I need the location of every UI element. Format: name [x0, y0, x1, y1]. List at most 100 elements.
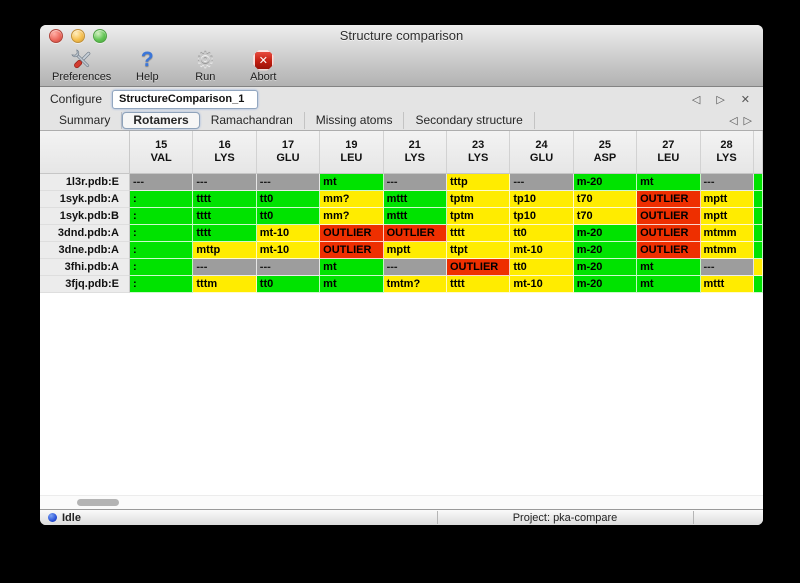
- row-label[interactable]: 1l3r.pdb:E: [40, 174, 130, 191]
- rotamer-cell[interactable]: tttt: [193, 225, 257, 242]
- rotamer-cell[interactable]: tt0: [256, 208, 321, 225]
- rotamer-cell[interactable]: tttp: [446, 174, 511, 191]
- rotamer-cell[interactable]: tptm: [446, 191, 511, 208]
- rotamer-cell[interactable]: mt-10: [510, 242, 574, 259]
- rotamer-cell[interactable]: m-20: [573, 276, 638, 293]
- rotamer-cell[interactable]: m-20: [573, 225, 638, 242]
- rotamer-cell[interactable]: mttt: [383, 191, 447, 208]
- rotamer-cell[interactable]: ---: [510, 174, 574, 191]
- rotamer-cell[interactable]: mttt: [383, 208, 447, 225]
- column-header-25[interactable]: 25 ASP: [573, 131, 638, 174]
- rotamer-cell[interactable]: mt-10: [256, 225, 321, 242]
- tab-secondary-structure[interactable]: Secondary structure: [404, 112, 535, 129]
- rotamer-cell-clipped[interactable]: [753, 242, 763, 259]
- rotamer-cell[interactable]: mt-10: [256, 242, 321, 259]
- run-button[interactable]: ⚙ Run: [183, 48, 227, 83]
- rotamer-cell[interactable]: ---: [383, 259, 447, 276]
- rotamer-cell[interactable]: mtmm: [700, 242, 754, 259]
- rotamer-cell[interactable]: ---: [700, 259, 754, 276]
- rotamer-cell[interactable]: ---: [700, 174, 754, 191]
- rotamer-cell[interactable]: tp10: [510, 191, 574, 208]
- rotamer-cell[interactable]: OUTLIER: [637, 225, 701, 242]
- rotamer-cell[interactable]: tt0: [256, 276, 321, 293]
- rotamer-cell[interactable]: tttm: [193, 276, 257, 293]
- rotamer-cell[interactable]: mt: [637, 259, 701, 276]
- column-header-16[interactable]: 16 LYS: [193, 131, 257, 174]
- rotamer-cell[interactable]: OUTLIER: [637, 242, 701, 259]
- rotamer-cell[interactable]: :: [130, 276, 194, 293]
- rotamer-cell[interactable]: OUTLIER: [637, 191, 701, 208]
- preferences-button[interactable]: Preferences: [52, 48, 111, 83]
- column-header-19[interactable]: 19 LEU: [320, 131, 384, 174]
- rotamer-cell[interactable]: tt0: [510, 259, 574, 276]
- rotamer-cell[interactable]: m-20: [573, 174, 638, 191]
- column-header-15[interactable]: 15 VAL: [130, 131, 194, 174]
- column-header-27[interactable]: 27 LEU: [637, 131, 701, 174]
- tab-ramachandran[interactable]: Ramachandran: [200, 112, 305, 129]
- rotamer-cell[interactable]: mptt: [700, 208, 754, 225]
- column-header-24[interactable]: 24 GLU: [510, 131, 574, 174]
- rotamer-cell-clipped[interactable]: [753, 276, 763, 293]
- row-label[interactable]: 3fhi.pdb:A: [40, 259, 130, 276]
- row-label[interactable]: 1syk.pdb:B: [40, 208, 130, 225]
- rotamer-cell[interactable]: :: [130, 225, 194, 242]
- rotamer-cell[interactable]: mt: [637, 174, 701, 191]
- abort-button[interactable]: ✕ Abort: [241, 48, 285, 83]
- rotamer-cell[interactable]: tptm: [446, 208, 511, 225]
- rotamer-cell[interactable]: t70: [573, 191, 638, 208]
- rotamer-cell-clipped[interactable]: [753, 259, 763, 276]
- column-header-23[interactable]: 23 LYS: [446, 131, 511, 174]
- next-tab-icon[interactable]: ▷: [743, 114, 752, 127]
- h-scrollbar[interactable]: [40, 495, 763, 509]
- rotamer-cell-clipped[interactable]: [753, 208, 763, 225]
- rotamer-cell[interactable]: OUTLIER: [320, 225, 384, 242]
- rotamer-cell[interactable]: OUTLIER: [637, 208, 701, 225]
- rotamer-cell[interactable]: ---: [193, 259, 257, 276]
- configure-name-input[interactable]: [112, 89, 259, 109]
- rotamer-cell[interactable]: m-20: [573, 259, 638, 276]
- rotamer-cell[interactable]: mttp: [193, 242, 257, 259]
- rotamer-cell[interactable]: tttt: [193, 191, 257, 208]
- row-label[interactable]: 1syk.pdb:A: [40, 191, 130, 208]
- rotamer-cell[interactable]: mt: [320, 174, 384, 191]
- prev-tab-icon[interactable]: ◁: [729, 114, 738, 127]
- rotamer-cell[interactable]: mt: [320, 276, 384, 293]
- rotamer-cell[interactable]: ---: [256, 174, 321, 191]
- rotamer-cell-clipped[interactable]: [753, 191, 763, 208]
- rotamer-cell[interactable]: mttt: [700, 276, 754, 293]
- tab-missing-atoms[interactable]: Missing atoms: [305, 112, 405, 129]
- column-header-28[interactable]: 28 LYS: [700, 131, 754, 174]
- row-label[interactable]: 3dne.pdb:A: [40, 242, 130, 259]
- rotamer-cell[interactable]: ---: [383, 174, 447, 191]
- rotamer-cell[interactable]: ---: [130, 174, 194, 191]
- next-config-icon[interactable]: ▷: [716, 92, 725, 106]
- rotamer-cell[interactable]: OUTLIER: [320, 242, 384, 259]
- help-button[interactable]: ? Help: [125, 48, 169, 84]
- h-scrollbar-thumb[interactable]: [77, 499, 119, 506]
- rotamer-cell[interactable]: tttt: [193, 208, 257, 225]
- rotamer-cell-clipped[interactable]: [753, 174, 763, 191]
- close-config-icon[interactable]: ✕: [740, 92, 750, 106]
- close-window-button[interactable]: [49, 28, 63, 43]
- row-label[interactable]: 3fjq.pdb:E: [40, 276, 130, 293]
- rotamer-cell[interactable]: :: [130, 191, 194, 208]
- rotamer-cell[interactable]: mtmm: [700, 225, 754, 242]
- prev-config-icon[interactable]: ◁: [691, 92, 701, 106]
- rotamer-cell[interactable]: :: [130, 259, 194, 276]
- rotamer-cell[interactable]: ---: [193, 174, 257, 191]
- rotamer-cell[interactable]: mm?: [320, 208, 384, 225]
- rotamer-cell[interactable]: tt0: [256, 191, 321, 208]
- row-label[interactable]: 3dnd.pdb:A: [40, 225, 130, 242]
- rotamer-cell[interactable]: OUTLIER: [446, 259, 511, 276]
- rotamer-cell[interactable]: ttpt: [446, 242, 511, 259]
- rotamer-cell-clipped[interactable]: [753, 225, 763, 242]
- rotamer-cell[interactable]: tp10: [510, 208, 574, 225]
- zoom-window-button[interactable]: [93, 28, 107, 43]
- rotamer-cell[interactable]: mptt: [700, 191, 754, 208]
- rotamer-cell[interactable]: t70: [573, 208, 638, 225]
- tab-summary[interactable]: Summary: [48, 112, 123, 129]
- rotamer-cell[interactable]: mt-10: [510, 276, 574, 293]
- rotamer-cell[interactable]: tttt: [446, 276, 511, 293]
- column-header-17[interactable]: 17 GLU: [256, 131, 321, 174]
- rotamer-cell[interactable]: OUTLIER: [383, 225, 447, 242]
